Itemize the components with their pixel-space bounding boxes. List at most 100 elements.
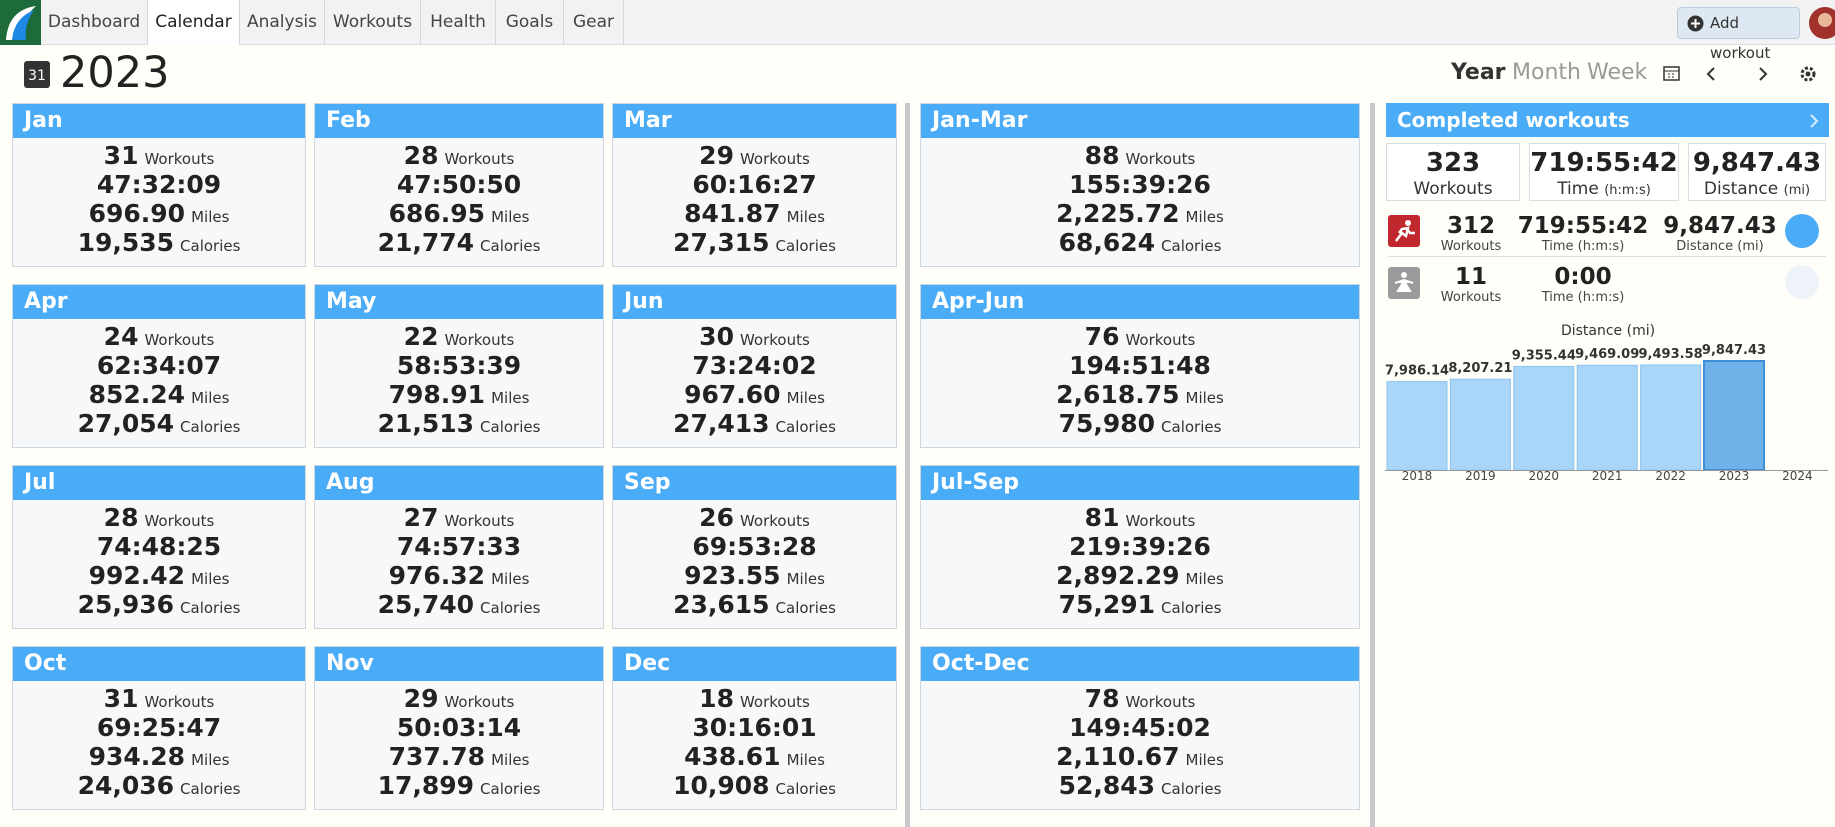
type-toggle[interactable] [1784,213,1820,249]
divider [905,103,910,827]
period-card[interactable]: Jun 30 Workouts 73:24:02 967.60 Miles 27,413 Ca… [612,284,897,448]
card-title: Apr [13,285,305,319]
x-tick-label: 2019 [1465,469,1496,483]
nav-tab[interactable]: Workouts [325,0,421,45]
calories-line: 27,054 Calories [13,409,305,438]
distance-chart: Distance (mi) 2018 7,986.14 2019 8,207.21 202… [1385,323,1828,483]
workouts-count: 26 [699,503,734,532]
period-card[interactable]: Mar 29 Workouts 60:16:27 841.87 Miles 27,315 Ca… [612,103,897,267]
nav-tab[interactable]: Goals [496,0,564,45]
time-value: 47:50:50 [396,170,522,199]
type-workouts: 11 Workouts [1396,264,1546,306]
calendar-icon: 31 [24,61,50,88]
workouts-unit: Workouts [739,512,810,530]
avatar[interactable] [1808,6,1835,40]
calories-value: 27,054 [77,409,175,438]
period-card[interactable]: Jan-Mar 88 Workouts 155:39:26 2,225.72 Miles 6… [920,103,1360,267]
card-body: 22 Workouts 58:53:39 798.91 Miles 21,513 Calor… [315,319,603,438]
period-card[interactable]: Nov 29 Workouts 50:03:14 737.78 Miles 17,899 Ca… [314,646,604,810]
type-label: Workouts [1440,239,1502,254]
calories-unit: Calories [180,780,241,798]
nav-tab[interactable]: Dashboard [41,0,148,45]
calories-unit: Calories [180,418,241,436]
calories-value: 75,980 [1058,409,1156,438]
nav-tab[interactable]: Health [421,0,496,45]
settings-button[interactable] [1800,66,1816,82]
period-card[interactable]: Apr 24 Workouts 62:34:07 852.24 Miles 27,054 Ca… [12,284,306,448]
period-card[interactable]: Aug 27 Workouts 74:57:33 976.32 Miles 25,740 Ca… [314,465,604,629]
divider [1370,103,1375,827]
workouts-count: 78 [1084,684,1120,713]
workouts-line: 24 Workouts [13,322,305,351]
calories-unit: Calories [775,599,836,617]
period-card[interactable]: Oct 31 Workouts 69:25:47 934.28 Miles 24,036 Ca… [12,646,306,810]
calories-line: 24,036 Calories [13,771,305,800]
period-card[interactable]: Feb 28 Workouts 47:50:50 686.95 Miles 21,774 Ca… [314,103,604,267]
summary-header[interactable]: Completed workouts [1386,103,1829,137]
type-toggle[interactable] [1784,264,1820,300]
workouts-line: 81 Workouts [921,503,1359,532]
next-button[interactable] [1759,67,1768,81]
time-value: 155:39:26 [1069,170,1211,199]
workouts-count: 29 [699,141,734,170]
period-card[interactable]: Jul 28 Workouts 74:48:25 992.42 Miles 25,936 Ca… [12,465,306,629]
miles-unit: Miles [1185,751,1224,769]
workouts-count: 28 [403,141,439,170]
miles-value: 934.28 [88,742,186,771]
view-option[interactable]: Week [1587,60,1648,85]
time-line: 69:25:47 [13,713,305,742]
card-body: 76 Workouts 194:51:48 2,618.75 Miles 75,980 Ca… [921,319,1359,438]
type-label: Time (h:m:s) [1541,239,1625,254]
workouts-unit: Workouts [1125,150,1196,168]
miles-line: 2,892.29 Miles [921,561,1359,590]
workouts-count: 18 [699,684,734,713]
miles-line: 2,110.67 Miles [921,742,1359,771]
bar-value-label: 9,355.44 [1512,348,1576,363]
period-card[interactable]: Apr-Jun 76 Workouts 194:51:48 2,618.75 Miles 7… [920,284,1360,448]
period-card[interactable]: May 22 Workouts 58:53:39 798.91 Miles 21,513 Ca… [314,284,604,448]
add-workout-button[interactable]: Add workout [1677,7,1800,62]
calendar-picker[interactable] [1663,66,1680,81]
miles-value: 2,618.75 [1056,380,1180,409]
add-workout-label: Add workout [1710,14,1771,62]
type-distance: 9,847.43 Distance (mi) [1645,213,1795,255]
calories-value: 19,535 [77,228,175,257]
period-card[interactable]: Dec 18 Workouts 30:16:01 438.61 Miles 10,908 Ca… [612,646,897,810]
card-title: Jan-Mar [921,104,1359,138]
total-label-line: Time (h:m:s) [1530,179,1678,201]
card-title: Aug [315,466,603,500]
total-box: 9,847.43 Distance (mi) [1688,143,1826,201]
workouts-line: 28 Workouts [13,503,305,532]
calories-value: 24,036 [77,771,175,800]
card-body: 31 Workouts 69:25:47 934.28 Miles 24,036 Calor… [13,681,305,800]
nav-tab[interactable]: Calendar [148,0,240,45]
prev-button[interactable] [1706,67,1715,81]
nav-tab[interactable]: Gear [564,0,624,45]
x-tick-label: 2020 [1529,469,1560,483]
logo[interactable] [0,0,41,45]
x-tick-label: 2024 [1782,469,1813,483]
miles-line: 798.91 Miles [315,380,603,409]
period-card[interactable]: Jul-Sep 81 Workouts 219:39:26 2,892.29 Miles 7… [920,465,1360,629]
workouts-count: 24 [103,322,139,351]
workouts-unit: Workouts [1125,693,1196,711]
period-card[interactable]: Oct-Dec 78 Workouts 149:45:02 2,110.67 Miles 5… [920,646,1360,810]
card-body: 24 Workouts 62:34:07 852.24 Miles 27,054 Calor… [13,319,305,438]
x-tick-label: 2023 [1719,469,1750,483]
card-body: 26 Workouts 69:53:28 923.55 Miles 23,615 Calor… [613,500,896,619]
miles-line: 992.42 Miles [13,561,305,590]
type-value: 0:00 [1554,264,1612,290]
type-label: Workouts [1440,290,1502,305]
miles-line: 696.90 Miles [13,199,305,228]
workouts-unit: Workouts [444,331,515,349]
view-option[interactable]: Year [1451,60,1506,85]
time-value: 62:34:07 [96,351,222,380]
summary-title: Completed workouts [1397,108,1630,132]
view-option[interactable]: Month [1512,60,1581,85]
time-value: 74:48:25 [96,532,222,561]
calories-line: 21,774 Calories [315,228,603,257]
period-card[interactable]: Sep 26 Workouts 69:53:28 923.55 Miles 23,615 Ca… [612,465,897,629]
nav-tab[interactable]: Analysis [240,0,325,45]
period-card[interactable]: Jan 31 Workouts 47:32:09 696.90 Miles 19,535 Ca… [12,103,306,267]
